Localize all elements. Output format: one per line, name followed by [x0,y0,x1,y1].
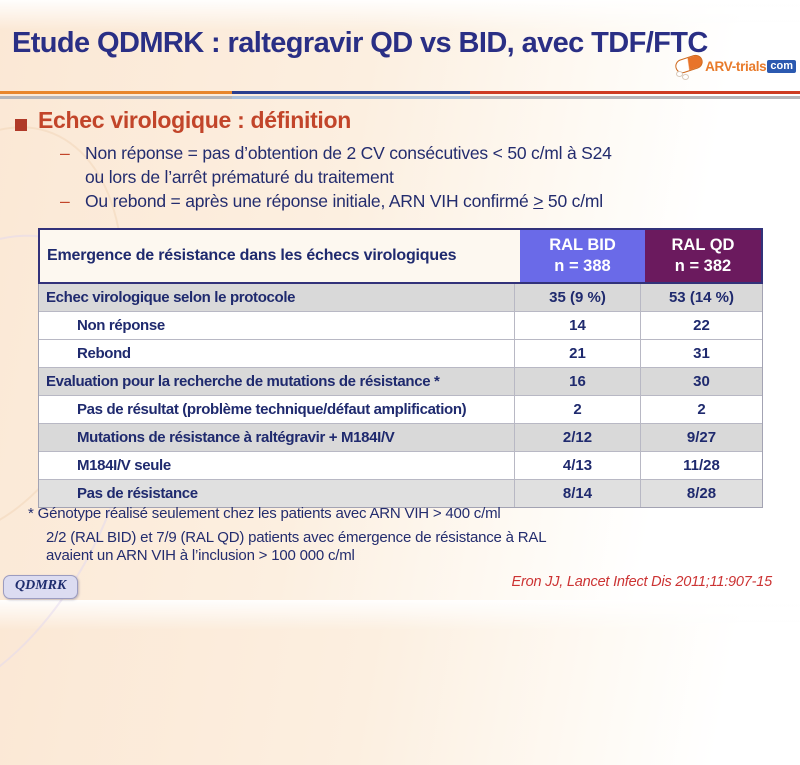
dash-icon: – [60,143,70,163]
table-row: Pas de résultat (problème technique/défa… [39,395,762,423]
row-label-cell: M184I/V seule [77,457,171,474]
table-row: Evaluation pour la recherche de mutation… [39,367,762,395]
table-row: Echec virologique selon le protocole 35 … [39,284,762,311]
row-label-cell: Rebond [77,345,131,362]
ral-bid-value-cell: 2/12 [514,424,640,451]
table-header-ral-bid: RAL BID n = 388 [520,230,645,282]
greater-equal-sign: > [533,191,544,211]
row-label-cell: Non réponse [77,317,165,334]
logo-brand-text: ARV-trials [705,58,767,74]
logo-tld-text: com [767,59,796,73]
table-row: Rebond 21 31 [39,339,762,367]
dash-icon: – [60,191,70,211]
ral-qd-value-cell: 9/27 [640,424,762,451]
row-label-cell: Pas de résultat (problème technique/défa… [77,401,467,418]
bullet-non-reponse-line1: Non réponse = pas d’obtention de 2 CV co… [85,143,612,163]
ral-bid-value-cell: 21 [514,340,640,367]
divider-lightblue-segment [232,96,470,99]
pill-capsule-icon [673,52,705,80]
section-heading: Echec virologique : définition [38,107,352,133]
arv-trials-logo: ARV-trials com [673,52,796,80]
table-row: Non réponse 14 22 [39,311,762,339]
row-label-cell: Mutations de résistance à raltégravir + … [77,429,395,446]
footnote-inclusion: 2/2 (RAL BID) et 7/9 (RAL QD) patients a… [46,529,547,564]
table-row: M184I/V seule 4/13 11/28 [39,451,762,479]
bullet-rebond-suffix: 50 c/ml [543,191,603,211]
divider-orange-segment [0,91,232,94]
ral-qd-value-cell: 30 [640,368,762,395]
ral-qd-value-cell: 53 (14 %) [640,284,762,311]
divider-red-segment [470,91,800,94]
ral-bid-value-cell: 16 [514,368,640,395]
reference-citation: Eron JJ, Lancet Infect Dis 2011;11:907-1… [511,574,773,590]
ral-bid-value-cell: 4/13 [514,452,640,479]
table-body: Echec virologique selon le protocole 35 … [38,284,763,508]
ral-qd-value-cell: 2 [640,396,762,423]
ral-qd-value-cell: 31 [640,340,762,367]
title-divider-top [0,91,800,94]
ral-bid-value-cell: 8/14 [514,480,640,507]
table-header-ral-qd: RAL QD n = 382 [645,230,761,282]
table-header-row: Emergence de résistance dans les échecs … [38,228,763,284]
divider-gray-segment [0,96,232,99]
resistance-table: Emergence de résistance dans les échecs … [38,228,763,508]
ral-bid-value-cell: 35 (9 %) [514,284,640,311]
title-divider-bottom [0,96,800,99]
divider-gray-segment [470,96,800,99]
table-header-label: Emergence de résistance dans les échecs … [40,230,520,282]
table-row: Pas de résistance 8/14 8/28 [39,479,762,507]
bullet-non-reponse-line2: ou lors de l’arrêt prématuré du traiteme… [85,167,394,187]
row-label-cell: Echec virologique selon le protocole [46,289,296,306]
study-badge: QDMRK [3,575,79,599]
bullet-rebond-text: Ou rebond = après une réponse initiale, … [85,191,534,211]
row-label-cell: Pas de résistance [77,485,198,502]
ral-qd-value-cell: 8/28 [640,480,762,507]
bullet-non-reponse: – Non réponse = pas d’obtention de 2 CV … [60,141,612,189]
table-row: Mutations de résistance à raltégravir + … [39,423,762,451]
bullet-rebond: – Ou rebond = après une réponse initiale… [60,189,612,213]
ral-qd-value-cell: 11/28 [640,452,762,479]
bullet-square-icon [15,119,27,131]
slide-title: Etude QDMRK : raltegravir QD vs BID, ave… [12,27,708,59]
definition-bullets: – Non réponse = pas d’obtention de 2 CV … [60,141,612,213]
divider-navy-segment [232,91,470,94]
row-label-cell: Evaluation pour la recherche de mutation… [46,373,440,390]
ral-qd-value-cell: 22 [640,312,762,339]
footnote-genotype: * Génotype réalisé seulement chez les pa… [28,505,501,522]
ral-bid-value-cell: 14 [514,312,640,339]
ral-bid-value-cell: 2 [514,396,640,423]
